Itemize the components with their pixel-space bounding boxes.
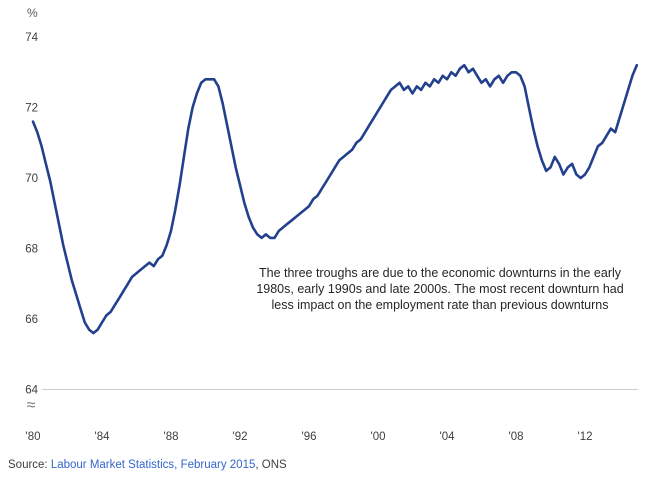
axis-break-icon: ≈ (27, 397, 36, 414)
y-axis-tick-label: 68 (25, 244, 38, 256)
employment-rate-line (31, 63, 639, 335)
x-axis-tick-label: '92 (233, 431, 248, 443)
source-prefix: Source: (8, 459, 51, 471)
y-axis-tick-label: 70 (25, 173, 38, 185)
x-axis-tick-label: '88 (164, 431, 179, 443)
x-axis-tick-label: '00 (371, 431, 386, 443)
annotation-line-1: The three troughs are due to the economi… (258, 266, 622, 280)
x-axis-tick-label: '08 (509, 431, 524, 443)
y-axis-tick-label: 72 (25, 103, 38, 115)
annotation-line-3: less impact on the employment rate than … (271, 298, 609, 312)
source-line: Source: Labour Market Statistics, Februa… (8, 459, 287, 471)
x-axis-tick-label: '96 (302, 431, 317, 443)
y-axis-tick-label: 74 (25, 32, 38, 44)
y-axis-tick-label: 64 (25, 385, 38, 397)
x-axis-tick-label: '04 (440, 431, 456, 443)
y-axis-unit-label: % (27, 6, 38, 20)
chart-annotation: The three troughs are due to the economi… (225, 265, 645, 313)
employment-rate-chart: ≈64 66 68 70 72 74 '80 '84 '88 '92 '96 '00 '04 '08 '12 (25, 32, 639, 443)
source-suffix: , ONS (255, 459, 287, 471)
x-axis-tick-label: '80 (26, 431, 41, 443)
y-axis-tick-label: 66 (25, 314, 38, 326)
source-link[interactable]: Labour Market Statistics, February 2015 (50, 459, 256, 471)
x-axis-tick-label: '84 (95, 431, 111, 443)
annotation-line-2: 1980s, early 1990s and late 2000s. The m… (256, 282, 624, 296)
x-axis-tick-label: '12 (578, 431, 593, 443)
